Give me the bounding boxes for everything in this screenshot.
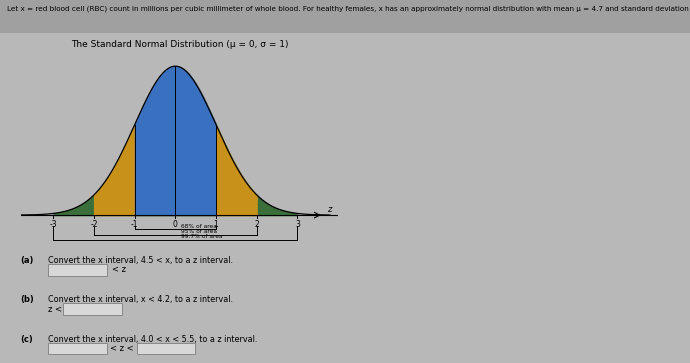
Text: The Standard Normal Distribution (μ = 0, σ = 1): The Standard Normal Distribution (μ = 0,… <box>70 40 288 49</box>
Text: Convert the x interval, x < 4.2, to a z interval.: Convert the x interval, x < 4.2, to a z … <box>48 295 233 304</box>
Text: Convert the x interval, 4.5 < x, to a z interval.: Convert the x interval, 4.5 < x, to a z … <box>48 256 233 265</box>
Text: 2: 2 <box>255 220 259 229</box>
Text: Convert the x interval, 4.0 < x < 5.5, to a z interval.: Convert the x interval, 4.0 < x < 5.5, t… <box>48 335 257 344</box>
Text: 0: 0 <box>173 220 178 229</box>
Text: (b): (b) <box>21 295 34 304</box>
Text: < z <: < z < <box>110 344 134 353</box>
Text: -2: -2 <box>90 220 98 229</box>
Text: Let x = red blood cell (RBC) count in millions per cubic millimeter of whole blo: Let x = red blood cell (RBC) count in mi… <box>7 5 690 12</box>
Text: 1: 1 <box>214 220 219 229</box>
Text: 99.7% of area: 99.7% of area <box>181 234 223 239</box>
Text: (c): (c) <box>21 335 33 344</box>
Text: 3: 3 <box>295 220 300 229</box>
Text: 68% of area: 68% of area <box>181 224 217 229</box>
Text: 95% of area: 95% of area <box>181 229 217 234</box>
Text: -1: -1 <box>131 220 139 229</box>
Text: -3: -3 <box>50 220 57 229</box>
Text: z: z <box>326 205 331 215</box>
Text: < z: < z <box>112 265 126 274</box>
Text: (a): (a) <box>21 256 34 265</box>
Text: z <: z < <box>48 305 62 314</box>
